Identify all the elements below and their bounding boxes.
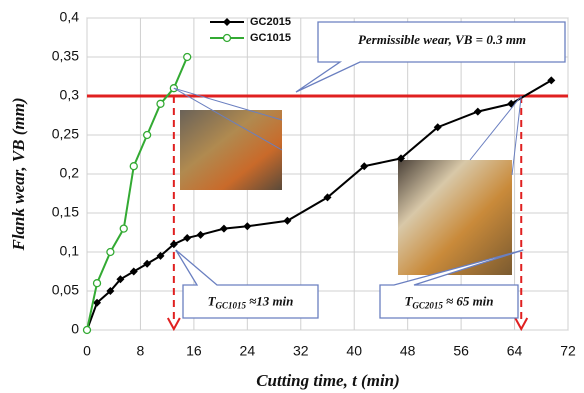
- marker: [142, 130, 152, 140]
- x-tick-label: 8: [137, 343, 145, 359]
- marker: [106, 247, 115, 257]
- y-tick-label: 0,35: [52, 48, 79, 64]
- marker: [196, 230, 205, 239]
- x-tick-label: 72: [560, 343, 576, 359]
- marker: [183, 52, 192, 62]
- threshold-label: Permissible wear, VB = 0.3 mm: [358, 32, 526, 47]
- leader-line: [173, 87, 283, 151]
- callout: [175, 249, 319, 319]
- marker: [156, 99, 165, 108]
- y-tick-label: 0,3: [60, 87, 80, 103]
- tool-life-label: TGC2015 ≈ 65 min: [404, 293, 493, 310]
- marker: [156, 251, 165, 260]
- legend-label: GC1015: [250, 32, 291, 44]
- marker: [396, 154, 405, 163]
- marker: [129, 162, 138, 171]
- arrow-head: [514, 317, 529, 332]
- leader-line: [469, 95, 522, 161]
- marker: [143, 259, 152, 268]
- marker: [82, 325, 92, 335]
- marker: [116, 275, 125, 284]
- x-tick-label: 24: [240, 343, 256, 359]
- legend-label: GC2015: [250, 16, 291, 28]
- marker: [93, 298, 102, 307]
- marker: [119, 224, 128, 233]
- marker: [323, 193, 332, 202]
- marker: [169, 240, 178, 249]
- x-tick-label: 56: [453, 343, 469, 359]
- x-tick-label: 40: [346, 343, 362, 359]
- x-axis-label: Cutting time, t (min): [256, 371, 400, 390]
- leader-line: [511, 95, 522, 176]
- marker: [507, 99, 516, 108]
- marker: [106, 287, 115, 295]
- callout: [379, 249, 524, 319]
- marker: [360, 162, 369, 171]
- marker: [129, 267, 138, 276]
- marker: [547, 76, 556, 85]
- x-tick-label: 16: [186, 343, 202, 359]
- marker: [433, 123, 442, 132]
- y-tick-label: 0,15: [52, 204, 79, 220]
- y-tick-label: 0,2: [60, 165, 80, 181]
- label-part: T: [404, 293, 413, 308]
- photo: [180, 110, 282, 190]
- x-tick-label: 48: [400, 343, 416, 359]
- y-axis-label: Flank wear, VB (mm): [9, 97, 28, 251]
- series-line: [86, 56, 189, 331]
- legend-marker: [223, 18, 231, 26]
- label-part: ≈ 65 min: [446, 293, 494, 308]
- marker: [243, 222, 252, 231]
- x-tick-label: 64: [507, 343, 523, 359]
- marker: [473, 107, 482, 116]
- label-part: GC2015: [412, 301, 443, 311]
- x-tick-label: 0: [83, 343, 91, 359]
- label-part: GC1015: [216, 301, 247, 311]
- y-tick-label: 0,4: [60, 9, 80, 25]
- legend-marker: [222, 33, 232, 43]
- x-tick-label: 32: [293, 343, 309, 359]
- marker: [183, 233, 192, 242]
- marker: [92, 279, 102, 288]
- arrow-head: [166, 317, 181, 332]
- marker: [283, 216, 292, 225]
- photo: [398, 160, 512, 275]
- y-tick-label: 0: [71, 321, 79, 337]
- label-part: ≈13 min: [249, 293, 293, 308]
- label-part: T: [208, 293, 217, 308]
- leader-line: [173, 87, 283, 121]
- callout: [295, 21, 566, 93]
- y-tick-label: 0,1: [60, 243, 80, 259]
- y-tick-label: 0,05: [52, 282, 79, 298]
- marker: [219, 224, 228, 233]
- tool-life-label: TGC1015 ≈13 min: [208, 293, 294, 310]
- y-tick-label: 0,25: [52, 126, 79, 142]
